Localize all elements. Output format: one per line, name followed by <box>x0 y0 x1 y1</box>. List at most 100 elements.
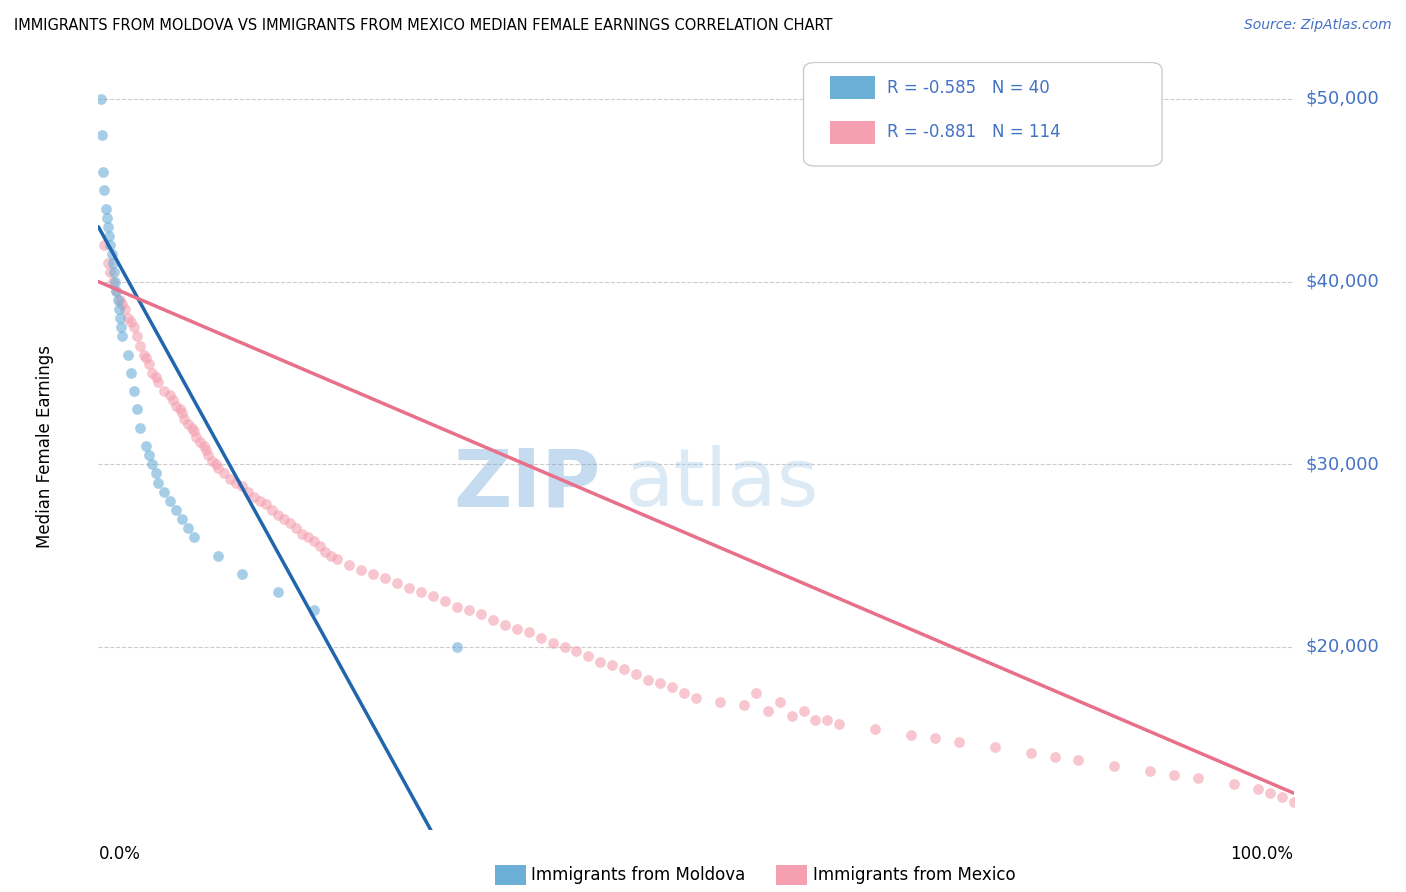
Point <box>165 399 187 413</box>
Point <box>900 728 922 742</box>
Point <box>828 716 851 731</box>
Point <box>177 417 200 431</box>
Text: Median Female Earnings: Median Female Earnings <box>35 344 53 548</box>
Point <box>1104 758 1126 772</box>
Point <box>111 296 134 310</box>
Point <box>159 388 181 402</box>
Point <box>195 442 218 457</box>
Text: Immigrants from Mexico: Immigrants from Mexico <box>813 866 1015 884</box>
Point <box>98 265 122 279</box>
Point <box>984 740 1007 755</box>
Point <box>97 256 120 270</box>
Point <box>183 425 205 439</box>
Point <box>138 357 160 371</box>
Point <box>434 594 457 608</box>
Point <box>124 384 146 399</box>
Point <box>481 613 505 627</box>
Point <box>756 704 779 718</box>
Point <box>315 545 337 559</box>
Point <box>141 366 163 380</box>
Point <box>153 384 176 399</box>
Point <box>780 709 803 723</box>
Point <box>661 680 683 694</box>
Point <box>565 643 588 657</box>
Point <box>685 691 707 706</box>
Point <box>145 369 167 384</box>
Point <box>169 402 191 417</box>
Point <box>602 658 624 673</box>
Point <box>117 348 139 362</box>
Point <box>613 662 636 676</box>
Point <box>108 293 131 307</box>
Point <box>541 636 564 650</box>
Point <box>458 603 481 617</box>
Point <box>363 566 385 581</box>
Point <box>111 329 134 343</box>
Point <box>148 475 170 490</box>
Point <box>291 526 314 541</box>
Point <box>212 467 235 481</box>
Point <box>108 311 131 326</box>
Point <box>745 685 768 699</box>
Point <box>284 521 307 535</box>
Point <box>494 618 516 632</box>
Point <box>243 490 266 504</box>
Point <box>162 393 184 408</box>
Point <box>278 516 301 530</box>
Point <box>267 508 290 523</box>
Point <box>948 735 970 749</box>
Point <box>120 315 142 329</box>
Point <box>114 301 136 316</box>
Point <box>1067 753 1090 767</box>
Point <box>302 533 325 548</box>
Point <box>254 498 277 512</box>
Point <box>1223 777 1246 791</box>
Point <box>506 622 529 636</box>
Point <box>374 570 396 584</box>
Point <box>193 439 215 453</box>
Point <box>517 625 540 640</box>
Text: $20,000: $20,000 <box>1306 638 1379 656</box>
Point <box>411 585 433 599</box>
Point <box>231 566 253 581</box>
Point <box>1282 795 1305 809</box>
Point <box>120 366 142 380</box>
Text: 100.0%: 100.0% <box>1230 845 1294 863</box>
Text: R = -0.881   N = 114: R = -0.881 N = 114 <box>887 123 1060 141</box>
Point <box>125 329 148 343</box>
Point <box>107 301 129 316</box>
Point <box>186 430 208 444</box>
Point <box>446 640 468 654</box>
Point <box>236 484 259 499</box>
Point <box>105 284 128 298</box>
Point <box>100 247 122 261</box>
Point <box>1163 768 1185 782</box>
Point <box>589 655 612 669</box>
Point <box>385 576 409 591</box>
Point <box>308 540 330 554</box>
Point <box>101 275 124 289</box>
Point <box>141 457 163 471</box>
Point <box>648 676 672 690</box>
Point <box>129 338 152 352</box>
Point <box>804 713 827 727</box>
Point <box>302 603 325 617</box>
Text: 0.0%: 0.0% <box>98 845 141 863</box>
Text: $30,000: $30,000 <box>1306 455 1379 474</box>
Point <box>297 530 319 544</box>
Point <box>153 484 176 499</box>
Point <box>201 453 224 467</box>
Point <box>104 275 127 289</box>
Point <box>180 421 202 435</box>
Point <box>1019 746 1042 760</box>
Point <box>197 448 219 462</box>
Text: IMMIGRANTS FROM MOLDOVA VS IMMIGRANTS FROM MEXICO MEDIAN FEMALE EARNINGS CORRELA: IMMIGRANTS FROM MOLDOVA VS IMMIGRANTS FR… <box>14 18 832 33</box>
Point <box>865 722 887 736</box>
Point <box>207 549 229 563</box>
Point <box>1247 782 1270 797</box>
Point <box>135 351 157 366</box>
Point <box>339 558 361 572</box>
Text: Source: ZipAtlas.com: Source: ZipAtlas.com <box>1244 18 1392 32</box>
Point <box>173 411 195 425</box>
Point <box>225 475 247 490</box>
